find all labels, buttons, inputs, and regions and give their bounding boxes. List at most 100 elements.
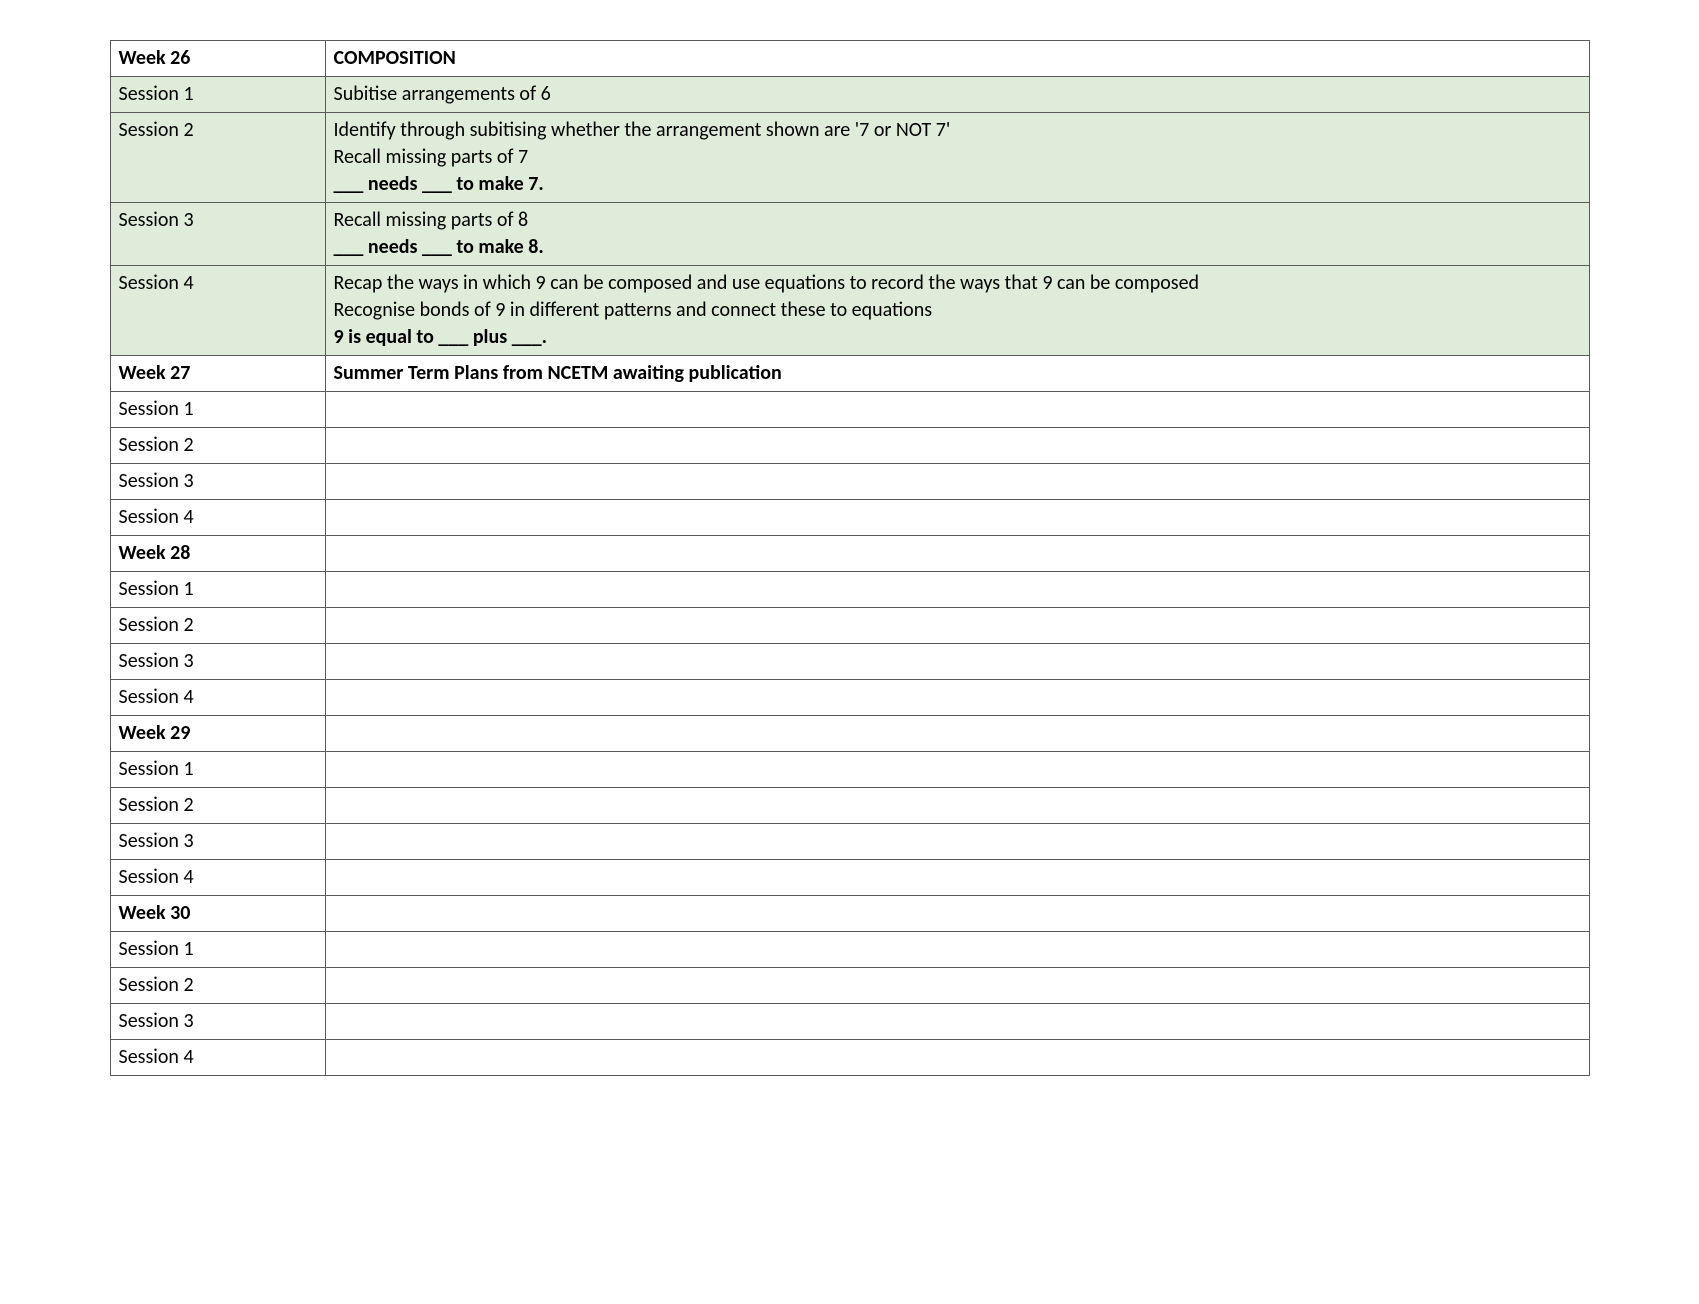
row-content-cell — [325, 392, 1589, 428]
row-label: Session 4 — [119, 865, 194, 889]
row-content-cell — [325, 1040, 1589, 1076]
row-content-cell — [325, 680, 1589, 716]
table-row: Session 1 — [110, 392, 1589, 428]
row-content-cell: Recall missing parts of 8___ needs ___ t… — [325, 203, 1589, 266]
row-label: Week 28 — [119, 541, 191, 565]
row-label: Session 4 — [119, 685, 194, 709]
row-label-cell: Week 27 — [110, 356, 325, 392]
row-label-cell: Session 4 — [110, 500, 325, 536]
table-row: Session 4 — [110, 1040, 1589, 1076]
table-row: Session 3 — [110, 644, 1589, 680]
row-content-bold: ___ needs ___ to make 8. — [334, 235, 544, 259]
row-label-cell: Session 4 — [110, 1040, 325, 1076]
row-label-cell: Week 29 — [110, 716, 325, 752]
row-label: Session 2 — [119, 973, 194, 997]
row-label: Session 3 — [119, 469, 194, 493]
row-content-plain: Recap the ways in which 9 can be compose… — [334, 271, 1200, 322]
row-label-cell: Session 3 — [110, 464, 325, 500]
row-label-cell: Week 30 — [110, 896, 325, 932]
row-label: Session 1 — [119, 397, 194, 421]
row-content-cell — [325, 932, 1589, 968]
row-label: Week 27 — [119, 361, 191, 385]
row-content-plain: Identify through subitising whether the … — [334, 118, 951, 169]
row-label-cell: Session 4 — [110, 266, 325, 356]
row-label-cell: Session 3 — [110, 824, 325, 860]
table-row: Session 3 — [110, 824, 1589, 860]
table-row: Session 1 — [110, 932, 1589, 968]
row-content-cell — [325, 464, 1589, 500]
row-label: Session 1 — [119, 937, 194, 961]
row-content-bold: Summer Term Plans from NCETM awaiting pu… — [334, 361, 782, 385]
table-row: Session 2 — [110, 788, 1589, 824]
row-content-cell — [325, 896, 1589, 932]
row-label: Session 2 — [119, 118, 194, 142]
row-label: Session 4 — [119, 505, 194, 529]
row-content-cell — [325, 860, 1589, 896]
table-row: Session 2 — [110, 428, 1589, 464]
row-content-cell — [325, 752, 1589, 788]
row-label-cell: Session 1 — [110, 932, 325, 968]
table-row: Session 3 Recall missing parts of 8___ ne… — [110, 203, 1589, 266]
table-row: Session 2 Identify through subitising whe… — [110, 113, 1589, 203]
row-content-cell — [325, 824, 1589, 860]
row-content-cell — [325, 428, 1589, 464]
row-label: Session 3 — [119, 829, 194, 853]
row-content-bold: COMPOSITION — [334, 46, 456, 70]
row-label: Week 26 — [119, 46, 191, 70]
row-label-cell: Session 1 — [110, 572, 325, 608]
row-label: Week 29 — [119, 721, 191, 745]
row-content-cell — [325, 572, 1589, 608]
row-label-cell: Week 26 — [110, 41, 325, 77]
table-row: Week 29 — [110, 716, 1589, 752]
row-content-cell — [325, 536, 1589, 572]
row-content-bold: ___ needs ___ to make 7. — [334, 172, 544, 196]
row-label: Session 1 — [119, 577, 194, 601]
row-label-cell: Week 28 — [110, 536, 325, 572]
row-label-cell: Session 2 — [110, 968, 325, 1004]
table-row: Session 2 — [110, 968, 1589, 1004]
row-content-bold: 9 is equal to ___ plus ___. — [334, 325, 547, 349]
row-label-cell: Session 4 — [110, 860, 325, 896]
table-row: Session 2 — [110, 608, 1589, 644]
table-row: Session 1 Subitise arrangements of 6 — [110, 77, 1589, 113]
table-row: Session 4 — [110, 500, 1589, 536]
table-row: Session 1 — [110, 752, 1589, 788]
row-label: Session 1 — [119, 757, 194, 781]
table-row: Session 4 — [110, 860, 1589, 896]
row-label: Session 2 — [119, 613, 194, 637]
row-label: Session 3 — [119, 649, 194, 673]
row-label: Session 1 — [119, 82, 194, 106]
row-content-cell — [325, 968, 1589, 1004]
row-content-cell: COMPOSITION — [325, 41, 1589, 77]
table-row: Week 30 — [110, 896, 1589, 932]
row-content-cell — [325, 500, 1589, 536]
schedule-table: Week 26 COMPOSITION Session 1 Subitise arra… — [110, 40, 1590, 1076]
row-content-cell — [325, 1004, 1589, 1040]
row-label-cell: Session 3 — [110, 1004, 325, 1040]
row-content-cell — [325, 716, 1589, 752]
row-label-cell: Session 2 — [110, 428, 325, 464]
row-content-cell — [325, 644, 1589, 680]
row-content-cell — [325, 788, 1589, 824]
row-label-cell: Session 2 — [110, 608, 325, 644]
row-label-cell: Session 3 — [110, 203, 325, 266]
table-row: Week 28 — [110, 536, 1589, 572]
table-row: Session 4Recap the ways in which 9 can b… — [110, 266, 1589, 356]
table-row: Session 3 — [110, 1004, 1589, 1040]
row-content-cell: Identify through subitising whether the … — [325, 113, 1589, 203]
row-content-cell — [325, 608, 1589, 644]
table-row: Week 26 COMPOSITION — [110, 41, 1589, 77]
row-label-cell: Session 2 — [110, 113, 325, 203]
row-label: Session 2 — [119, 793, 194, 817]
row-content-plain: Subitise arrangements of 6 — [334, 82, 551, 106]
row-label-cell: Session 1 — [110, 77, 325, 113]
row-label-cell: Session 3 — [110, 644, 325, 680]
row-label: Session 3 — [119, 208, 194, 232]
row-label-cell: Session 2 — [110, 788, 325, 824]
row-label: Week 30 — [119, 901, 191, 925]
table-row: Session 3 — [110, 464, 1589, 500]
row-content-cell: Summer Term Plans from NCETM awaiting pu… — [325, 356, 1589, 392]
row-label: Session 3 — [119, 1009, 194, 1033]
row-label: Session 2 — [119, 433, 194, 457]
table-row: Session 4 — [110, 680, 1589, 716]
